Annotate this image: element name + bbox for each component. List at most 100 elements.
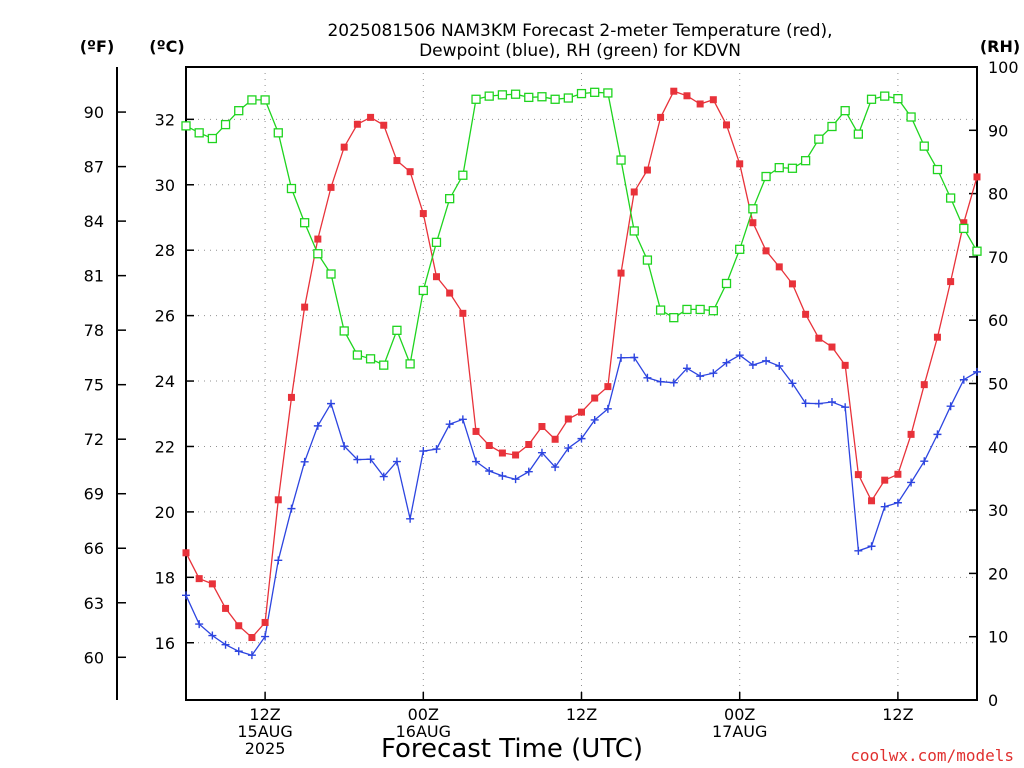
temperature-point xyxy=(894,470,902,478)
temperature-point xyxy=(551,435,559,443)
dewpoint-point xyxy=(551,463,560,472)
temperature-point xyxy=(854,471,862,479)
temperature-point xyxy=(947,278,955,286)
temperature-point xyxy=(222,604,230,612)
temperature-point xyxy=(564,415,572,423)
rh-point xyxy=(800,156,811,166)
celsius-tick-label: 22 xyxy=(155,437,175,456)
rh-point xyxy=(458,170,468,180)
rh-point xyxy=(524,92,534,103)
x-tick-label: 17AUG xyxy=(712,722,767,741)
dewpoint-point xyxy=(511,475,520,484)
temperature-point xyxy=(604,383,612,391)
rh-tick-label: 0 xyxy=(988,691,998,710)
rh-point xyxy=(220,119,231,130)
temperature-point xyxy=(920,381,928,389)
rh-point xyxy=(708,306,718,316)
rh-point xyxy=(906,112,916,122)
dewpoint-point xyxy=(933,430,942,439)
dewpoint-point xyxy=(524,467,533,476)
dewpoint-point xyxy=(709,369,718,378)
rh-point xyxy=(326,269,336,279)
rh-point xyxy=(616,155,626,165)
x-tick-label: 12Z xyxy=(249,705,280,724)
temperature-point xyxy=(195,575,203,583)
celsius-unit-label: (ºC) xyxy=(149,37,184,56)
temperature-point xyxy=(235,622,243,630)
rh-point xyxy=(893,94,903,104)
credit-label: coolwx.com/models xyxy=(850,746,1014,765)
rh-point xyxy=(352,350,363,360)
rh-point xyxy=(655,305,666,315)
dewpoint-point xyxy=(946,402,955,411)
rh-point xyxy=(761,171,771,182)
dewpoint-point xyxy=(854,546,863,555)
celsius-tick-label: 20 xyxy=(155,503,175,522)
dewpoint-point xyxy=(696,372,705,381)
fahrenheit-tick-label: 60 xyxy=(84,648,104,667)
rh-point xyxy=(590,87,600,97)
rh-point xyxy=(695,304,705,315)
dewpoint-point xyxy=(735,351,744,360)
dewpoint-point xyxy=(340,442,349,451)
temperature-point xyxy=(393,157,401,165)
rh-tick-label: 100 xyxy=(988,58,1019,77)
rh-point xyxy=(207,133,218,144)
temperature-point xyxy=(775,263,783,271)
rh-point xyxy=(932,164,943,175)
rh-point xyxy=(234,106,244,116)
temperature-point xyxy=(762,247,770,255)
rh-point xyxy=(840,106,850,116)
dewpoint-point xyxy=(432,445,441,454)
dewpoint-point xyxy=(603,404,612,413)
temperature-point xyxy=(657,113,665,121)
x-tick-label: 00Z xyxy=(408,705,439,724)
rh-point xyxy=(748,204,758,214)
dewpoint-point xyxy=(485,467,494,476)
fahrenheit-tick-label: 75 xyxy=(84,376,104,395)
temperature-point xyxy=(933,333,941,341)
temperature-point xyxy=(327,183,335,191)
dewpoint-point xyxy=(801,399,810,408)
rh-point xyxy=(537,92,547,102)
temperature-point xyxy=(340,143,348,151)
dewpoint-point xyxy=(722,358,731,367)
rh-point xyxy=(827,121,837,132)
rh-point xyxy=(853,129,863,139)
dewpoint-point xyxy=(234,647,243,656)
celsius-tick-label: 24 xyxy=(155,372,175,391)
dewpoint-point xyxy=(880,502,889,511)
x-tick-label: 16AUG xyxy=(396,722,451,741)
rh-point xyxy=(392,325,402,335)
dewpoint-point xyxy=(907,478,916,487)
fahrenheit-unit-label: (ºF) xyxy=(80,37,115,56)
rh-point xyxy=(682,304,692,315)
temperature-point xyxy=(314,235,322,243)
temperature-point xyxy=(670,87,678,95)
temperature-point xyxy=(828,343,836,351)
rh-point xyxy=(260,95,270,105)
temperature-point xyxy=(485,441,493,449)
temperature-point xyxy=(868,497,876,505)
rh-point xyxy=(286,183,297,194)
temperature-point xyxy=(498,449,506,457)
rh-point xyxy=(959,223,969,234)
rh-unit-label: (RH) xyxy=(980,37,1020,56)
x-tick-label: 15AUG xyxy=(237,722,292,741)
rh-point xyxy=(774,162,784,173)
rh-point xyxy=(669,313,679,323)
rh-tick-label: 60 xyxy=(988,311,1008,330)
x-axis-title: Forecast Time (UTC) xyxy=(381,734,643,764)
rh-tick-label: 20 xyxy=(988,564,1008,583)
celsius-tick-label: 18 xyxy=(155,568,175,587)
dewpoint-point xyxy=(841,403,850,412)
dewpoint-point xyxy=(327,399,336,408)
temperature-point xyxy=(301,303,309,311)
temperature-point xyxy=(472,427,480,435)
temperature-point xyxy=(973,173,981,181)
temperature-point xyxy=(261,618,269,626)
temperature-point xyxy=(841,361,849,369)
dewpoint-point xyxy=(221,640,230,649)
dewpoint-point xyxy=(775,361,784,370)
